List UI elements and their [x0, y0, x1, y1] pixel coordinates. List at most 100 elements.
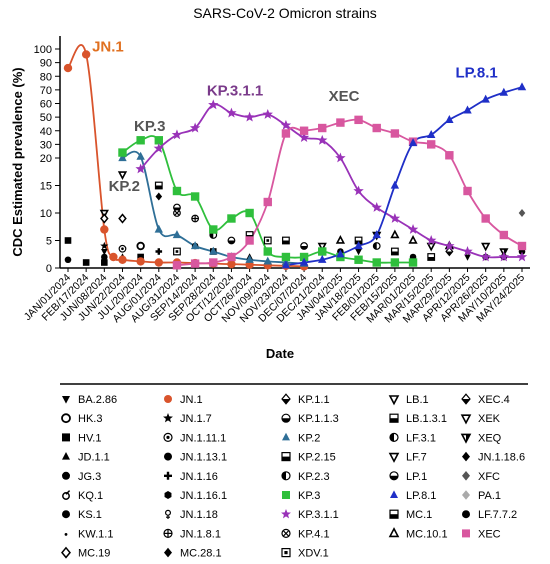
legend-label: LB.1	[406, 394, 429, 406]
legend-label: XEC	[478, 528, 501, 540]
series-point-KP.3.1.1	[335, 152, 346, 163]
minor-point	[173, 247, 181, 256]
series-point-KP.3.1.1	[516, 251, 528, 262]
minor-point	[64, 237, 72, 244]
legend-marker	[462, 471, 470, 481]
series-point-XEC	[299, 126, 309, 135]
y-tick-label: 20	[40, 153, 52, 165]
y-tick-label: 10	[40, 208, 52, 220]
series-point-XEC	[263, 197, 272, 207]
legend-marker	[281, 393, 291, 405]
legend-marker	[281, 471, 291, 481]
y-axis-title: CDC Estimated prevalence (%)	[10, 67, 25, 256]
series-point-XEC	[318, 123, 327, 133]
series-point-XEC	[427, 140, 436, 149]
series-point-KP.3	[209, 225, 218, 234]
legend-label: KP.1.1.3	[298, 413, 339, 425]
minor-point	[101, 253, 108, 261]
legend-marker	[165, 509, 172, 519]
legend-label: MC.19	[78, 548, 110, 559]
minor-point	[100, 241, 109, 250]
series-point-KP.3	[408, 258, 418, 267]
y-tick-label: 90	[40, 58, 52, 70]
series-point-KP.3.1.1	[317, 134, 328, 145]
y-tick-label: 15	[40, 181, 52, 193]
series-point-KP.3.1.1	[480, 251, 491, 262]
series-point-KP.3	[172, 186, 182, 196]
minor-point	[426, 242, 436, 252]
series-point-JN.1	[118, 255, 127, 264]
series-point-KP.3	[263, 247, 272, 256]
series-point-JN.1	[227, 259, 236, 269]
legend-label: LB.1.3.1	[406, 413, 447, 425]
legend-label: LP.8.1	[406, 490, 436, 502]
annotation-label: KP.2	[109, 178, 140, 195]
minor-point	[137, 253, 144, 261]
minor-point	[390, 247, 399, 256]
legend-marker	[281, 413, 291, 423]
series-point-LP.8.1	[499, 87, 509, 96]
series-point-JN.1	[100, 225, 109, 234]
legend-marker	[62, 490, 71, 500]
legend-marker	[62, 510, 70, 519]
annotation-label: JN.1	[92, 39, 124, 56]
legend-marker	[390, 490, 398, 498]
series-point-LP.8.1	[318, 254, 327, 263]
legend-marker	[281, 528, 291, 539]
legend-label: KP.3.1.1	[298, 509, 339, 521]
y-tick-label: 100	[34, 44, 52, 56]
series-point-KP.3.1.1	[444, 240, 455, 251]
series-point-XEC	[281, 129, 291, 138]
series-point-KP.2	[136, 151, 145, 160]
legend-marker	[62, 471, 70, 480]
minor-point	[263, 236, 272, 245]
legend-label: KP.4.1	[298, 528, 330, 540]
legend-marker	[460, 414, 472, 425]
legend-label: KQ.1	[78, 490, 103, 502]
legend-marker	[64, 533, 68, 536]
series-point-LP.8.1	[481, 94, 490, 103]
legend-label: JN.1	[180, 394, 203, 406]
legend-marker	[282, 491, 290, 499]
legend-label: PA.1	[478, 490, 501, 502]
legend-label: HV.1	[78, 432, 101, 444]
series-point-KP.3	[372, 258, 381, 267]
minor-point	[227, 236, 236, 245]
minor-point	[136, 241, 145, 251]
legend-marker	[462, 510, 470, 519]
legend-label: JN.1.18.6	[478, 452, 525, 464]
series-point-KP.3.1.1	[389, 213, 401, 223]
legend-label: XFC	[478, 471, 500, 483]
legend-marker	[163, 413, 173, 423]
series-point-KP.3.1.1	[407, 224, 419, 234]
legend-marker	[389, 471, 399, 481]
legend-label: KP.1.1	[298, 394, 330, 406]
minor-point	[173, 209, 181, 217]
series-point-KP.3	[136, 136, 145, 145]
legend-marker	[388, 527, 400, 538]
minor-point	[481, 242, 491, 252]
legend-label: BA.2.86	[78, 394, 117, 406]
minor-point	[390, 229, 400, 239]
series-point-XEC	[245, 236, 254, 245]
y-tick-label: 60	[40, 99, 52, 111]
series-point-XEC	[499, 230, 509, 240]
legend-label: JN.1.13.1	[180, 452, 227, 464]
legend-label: LF.3.1	[406, 432, 436, 444]
series-point-KP.3	[118, 148, 127, 157]
series-point-LP.8.1	[354, 241, 363, 250]
minor-point	[155, 248, 163, 255]
series-point-KP.3.1.1	[135, 163, 146, 174]
legend-label: MC.28.1	[180, 548, 222, 559]
series-point-LP.8.1	[517, 82, 527, 91]
legend: BA.2.86 HK.3 HV.1 JD.1.1 JG.3 KQ.1 KS.1 KW.1.1 M…	[61, 393, 525, 560]
minor-point	[317, 242, 327, 252]
series-point-XEC	[172, 261, 182, 270]
series-point-XEC	[227, 252, 236, 262]
legend-marker	[61, 413, 71, 424]
legend-marker	[460, 433, 472, 444]
legend-marker	[389, 509, 399, 519]
chart-title: SARS-CoV-2 Omicron strains	[193, 5, 377, 21]
